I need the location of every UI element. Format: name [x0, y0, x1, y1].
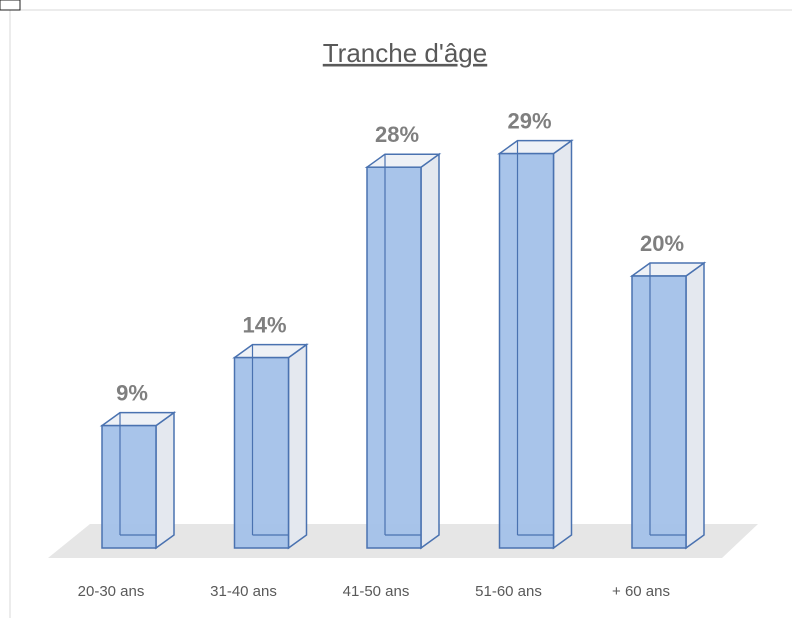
- bar-front: [101, 424, 157, 549]
- corner-box: [0, 0, 21, 11]
- bar: [364, 152, 442, 550]
- data-label: 14%: [242, 312, 286, 337]
- bar-front: [233, 356, 290, 549]
- chart-title: Tranche d'âge: [323, 38, 487, 68]
- bar: [99, 411, 177, 550]
- data-label: 9%: [116, 380, 148, 405]
- x-tick-label: 51-60 ans: [475, 583, 542, 600]
- bar-front: [366, 166, 422, 549]
- bar-side: [287, 343, 308, 550]
- bar-side: [685, 261, 705, 550]
- bar-side: [155, 411, 175, 550]
- bar-side: [552, 139, 573, 550]
- x-tick-label: 20-30 ans: [78, 583, 145, 600]
- x-tick-label: + 60 ans: [612, 583, 670, 600]
- bar: [232, 343, 309, 550]
- bar-front: [498, 152, 555, 549]
- data-label: 20%: [640, 231, 684, 256]
- bar-front: [631, 275, 687, 549]
- data-label: 28%: [375, 122, 419, 147]
- x-tick-label: 41-50 ans: [343, 583, 410, 600]
- data-label: 29%: [507, 108, 551, 133]
- x-tick-label: 31-40 ans: [210, 583, 277, 600]
- bar: [497, 139, 574, 550]
- bar-side: [420, 152, 440, 550]
- bar: [629, 261, 707, 550]
